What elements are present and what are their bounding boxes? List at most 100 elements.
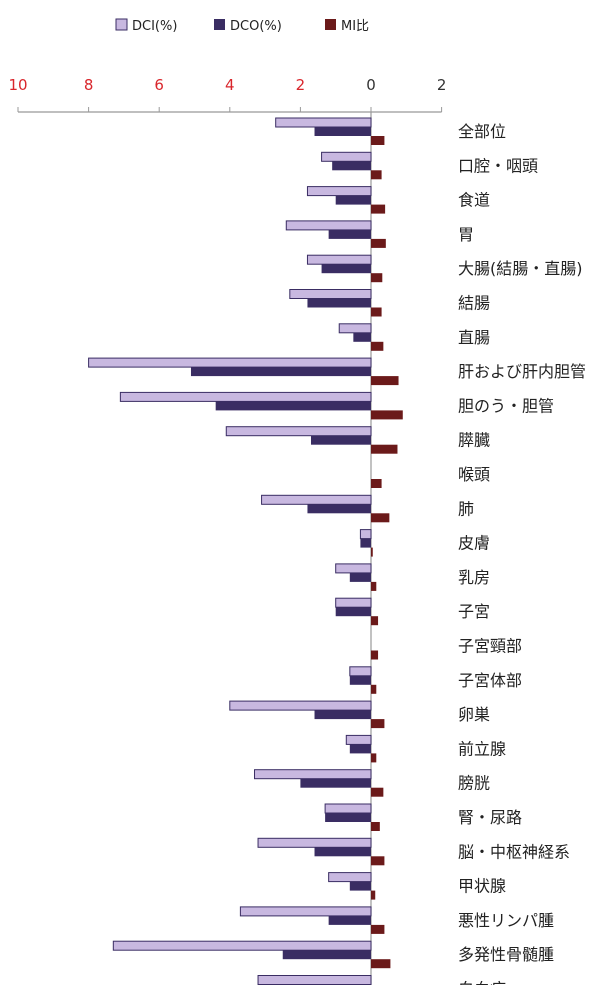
category-label: 乳房 — [458, 568, 490, 587]
bar-dco — [349, 675, 371, 685]
bar-mi-ratio — [371, 410, 403, 420]
bar-dco — [300, 778, 371, 788]
bar-mi-ratio — [371, 890, 376, 900]
category-label: 甲状腺 — [458, 877, 506, 896]
bar-dco — [349, 744, 371, 754]
bar-dco — [328, 915, 371, 925]
bar-dco — [190, 367, 371, 377]
bar-dci — [306, 254, 372, 265]
bar-mi-ratio — [371, 307, 382, 317]
bar-dco — [215, 401, 371, 411]
bar-dci — [88, 357, 372, 368]
bar-dco — [349, 572, 371, 582]
bar-dci — [275, 117, 372, 128]
legend-swatch-2 — [214, 19, 225, 30]
bar-mi-ratio — [371, 856, 385, 866]
category-label: 腎・尿路 — [458, 808, 522, 827]
category-label: 子宮体部 — [458, 671, 522, 690]
category-label: 白血病 — [458, 980, 506, 985]
bar-mi-ratio — [371, 479, 382, 488]
bar-dci — [112, 940, 372, 951]
bar-dci — [289, 289, 372, 299]
bar-dci — [257, 975, 372, 985]
bar-mi-ratio — [371, 204, 386, 214]
bar-dco — [335, 195, 371, 205]
bar-dco — [335, 607, 371, 617]
bar-mi-ratio — [371, 136, 385, 145]
bar-mi-ratio — [371, 719, 385, 729]
bar-dci — [328, 872, 372, 883]
bars — [88, 117, 403, 985]
bar-mi-ratio — [371, 513, 390, 523]
category-label: 脳・中枢神経系 — [458, 842, 570, 861]
bar-dci — [257, 837, 372, 848]
bar-dco — [282, 950, 371, 960]
bar-mi-ratio — [371, 581, 377, 591]
bar-dci — [321, 151, 372, 162]
legend-label-2: DCO(%) — [230, 19, 282, 34]
legend-swatch-3 — [325, 19, 336, 30]
bar-dci — [345, 734, 372, 745]
bar-dci — [359, 529, 372, 540]
category-label: 肝および肝内胆管 — [458, 362, 586, 381]
category-label: 膀胱 — [458, 774, 490, 793]
x-tick-label: 8 — [84, 76, 94, 94]
bar-mi-ratio — [371, 238, 386, 248]
bar-dco — [307, 504, 371, 514]
bar-dci — [335, 563, 372, 574]
bar-dco — [314, 710, 371, 720]
bar-dci — [229, 700, 372, 711]
category-label: 子宮 — [458, 602, 490, 621]
x-tick-label: 10 — [8, 76, 27, 94]
bar-mi-ratio — [371, 444, 398, 454]
bar-dci — [338, 323, 372, 334]
category-label: 多発性骨髄腫 — [458, 945, 554, 964]
category-label: 大腸(結腸・直腸) — [458, 259, 583, 278]
bar-dco — [314, 127, 371, 136]
bar-dco — [349, 881, 371, 891]
bar-mi-ratio — [371, 684, 377, 694]
bar-dci — [254, 769, 372, 780]
bar-dco — [307, 298, 371, 308]
bar-mi-ratio — [371, 787, 384, 797]
category-label: 膵臓 — [458, 431, 490, 450]
x-tick-label: 4 — [225, 76, 235, 94]
legend: DCI(%) DCO(%) MI比 — [115, 18, 369, 34]
category-label: 食道 — [458, 191, 490, 210]
bar-dco — [314, 847, 371, 857]
bar-mi-ratio — [371, 650, 379, 660]
bar-dci — [225, 426, 372, 437]
category-label: 全部位 — [458, 122, 506, 141]
x-tick-label: 2 — [296, 76, 306, 94]
category-label: 結腸 — [458, 294, 490, 313]
category-label: 子宮頸部 — [458, 637, 522, 656]
bar-mi-ratio — [371, 822, 380, 831]
bar-dco — [353, 332, 371, 342]
bar-dci — [335, 597, 372, 608]
x-tick-label: 0 — [366, 76, 376, 94]
bar-mi-ratio — [371, 753, 377, 763]
bar-dci — [324, 803, 372, 814]
bar-dco — [328, 229, 371, 239]
bar-mi-ratio — [371, 170, 382, 180]
bar-dci — [239, 906, 372, 917]
category-label: 皮膚 — [458, 534, 490, 553]
category-label: 胃 — [458, 225, 474, 244]
category-label: 卵巣 — [458, 705, 490, 724]
bar-mi-ratio — [371, 341, 384, 351]
category-label: 悪性リンパ腫 — [458, 911, 554, 930]
legend-label-1: DCI(%) — [132, 19, 177, 34]
category-label: 胆のう・胆管 — [458, 396, 554, 415]
category-label: 直腸 — [458, 328, 490, 347]
category-label: 肺 — [458, 499, 474, 518]
bar-mi-ratio — [371, 376, 399, 386]
legend-label-3: MI比 — [341, 19, 369, 34]
bar-dco — [310, 435, 371, 445]
x-tick-label: 2 — [437, 76, 447, 94]
category-label: 口腔・咽頭 — [458, 156, 538, 175]
bar-dci — [349, 666, 372, 677]
bar-dco — [321, 264, 371, 274]
bar-dco — [332, 161, 371, 171]
bar-dci — [119, 391, 372, 402]
